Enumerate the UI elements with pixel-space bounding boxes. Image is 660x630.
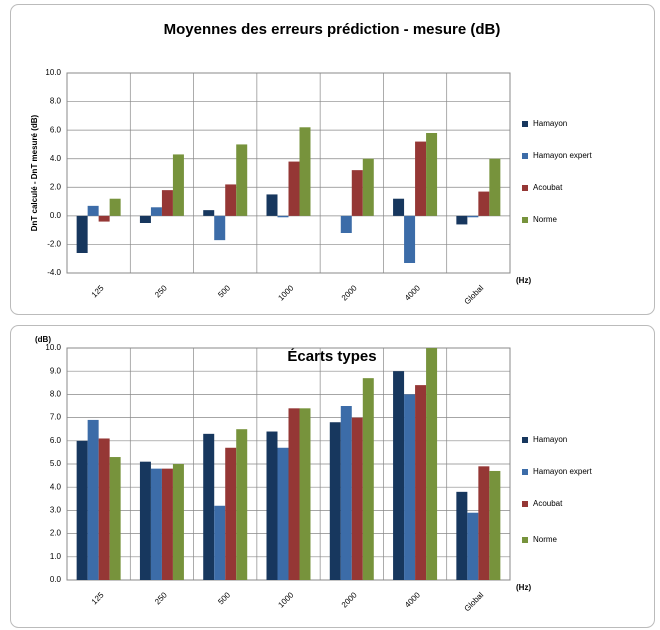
bar <box>299 127 311 216</box>
bar <box>76 215 88 253</box>
bar <box>266 431 278 580</box>
bar <box>150 207 162 216</box>
bar <box>172 464 184 580</box>
bar <box>456 215 468 225</box>
legend-label: Acoubat <box>533 183 563 192</box>
bar <box>467 215 479 218</box>
bar <box>362 378 374 580</box>
bar <box>404 215 416 263</box>
bar <box>98 215 110 222</box>
bar <box>489 158 501 216</box>
y-tick-label: 2.0 <box>50 529 62 538</box>
legend-swatch <box>522 537 528 543</box>
y-tick-label: 6.0 <box>50 436 62 445</box>
bar <box>87 419 99 580</box>
y-tick-label: 9.0 <box>50 366 62 375</box>
y-tick-label: 10.0 <box>45 68 61 77</box>
bar <box>161 468 173 580</box>
bar <box>489 470 501 580</box>
bar <box>277 447 289 580</box>
bar <box>277 215 289 218</box>
bar <box>266 194 278 216</box>
bar <box>415 385 427 580</box>
chart-title: Moyennes des erreurs prédiction - mesure… <box>164 21 501 38</box>
bar <box>426 133 438 216</box>
bar <box>393 198 405 216</box>
x-axis-label: (Hz) <box>516 276 531 285</box>
bar <box>109 457 121 580</box>
bar <box>478 191 490 216</box>
chart-title: Écarts types <box>287 348 376 365</box>
y-tick-label: 4.0 <box>50 154 62 163</box>
legend-label: Hamayon expert <box>533 467 592 476</box>
legend-swatch <box>522 469 528 475</box>
y-tick-label: 0.0 <box>50 575 62 584</box>
y-tick-label: 6.0 <box>50 125 62 134</box>
bar <box>467 512 479 580</box>
bar <box>415 141 427 216</box>
bar <box>161 190 173 216</box>
bar <box>426 348 438 580</box>
x-axis-label: (Hz) <box>516 583 531 592</box>
bar <box>225 447 237 580</box>
bar <box>329 422 341 580</box>
bar <box>139 461 151 580</box>
y-axis-label: (dB) <box>35 335 51 344</box>
legend-label: Hamayon <box>533 435 567 444</box>
bar <box>288 161 300 216</box>
bar <box>340 406 352 580</box>
y-tick-label: 3.0 <box>50 506 62 515</box>
bar <box>478 466 490 580</box>
y-tick-label: -4.0 <box>47 268 61 277</box>
bar <box>172 154 184 216</box>
bar <box>87 205 99 216</box>
y-tick-label: 7.0 <box>50 413 62 422</box>
bar <box>299 408 311 580</box>
bar <box>362 158 374 216</box>
legend-swatch <box>522 121 528 127</box>
y-tick-label: 0.0 <box>50 211 62 220</box>
legend-label: Hamayon expert <box>533 151 592 160</box>
y-tick-label: 8.0 <box>50 97 62 106</box>
bar <box>203 433 215 580</box>
legend-swatch <box>522 501 528 507</box>
legend-label: Hamayon <box>533 119 567 128</box>
legend-swatch <box>522 217 528 223</box>
bar <box>139 215 151 223</box>
y-tick-label: 2.0 <box>50 182 62 191</box>
y-tick-label: 10.0 <box>45 343 61 352</box>
bar <box>98 438 110 580</box>
legend-label: Norme <box>533 215 558 224</box>
bar <box>404 394 416 580</box>
bar <box>214 215 226 241</box>
bar <box>351 417 363 580</box>
bar <box>340 215 352 233</box>
legend-swatch <box>522 153 528 159</box>
bar <box>225 184 237 216</box>
bar <box>236 429 248 580</box>
y-tick-label: -2.0 <box>47 240 61 249</box>
bar <box>109 198 121 216</box>
bar <box>351 170 363 216</box>
legend-label: Acoubat <box>533 499 563 508</box>
bar <box>150 468 162 580</box>
bar <box>456 491 468 580</box>
legend-swatch <box>522 437 528 443</box>
bar <box>214 505 226 580</box>
bar <box>76 440 88 580</box>
y-tick-label: 5.0 <box>50 459 62 468</box>
bar <box>236 144 248 216</box>
y-tick-label: 8.0 <box>50 390 62 399</box>
bar <box>288 408 300 580</box>
bar <box>203 210 215 216</box>
legend-label: Norme <box>533 535 558 544</box>
bar <box>393 371 405 580</box>
legend-swatch <box>522 185 528 191</box>
panel <box>10 4 655 315</box>
y-axis-label: DnT calculé - DnT mesuré (dB) <box>30 114 39 231</box>
y-tick-label: 4.0 <box>50 482 62 491</box>
y-tick-label: 1.0 <box>50 552 62 561</box>
